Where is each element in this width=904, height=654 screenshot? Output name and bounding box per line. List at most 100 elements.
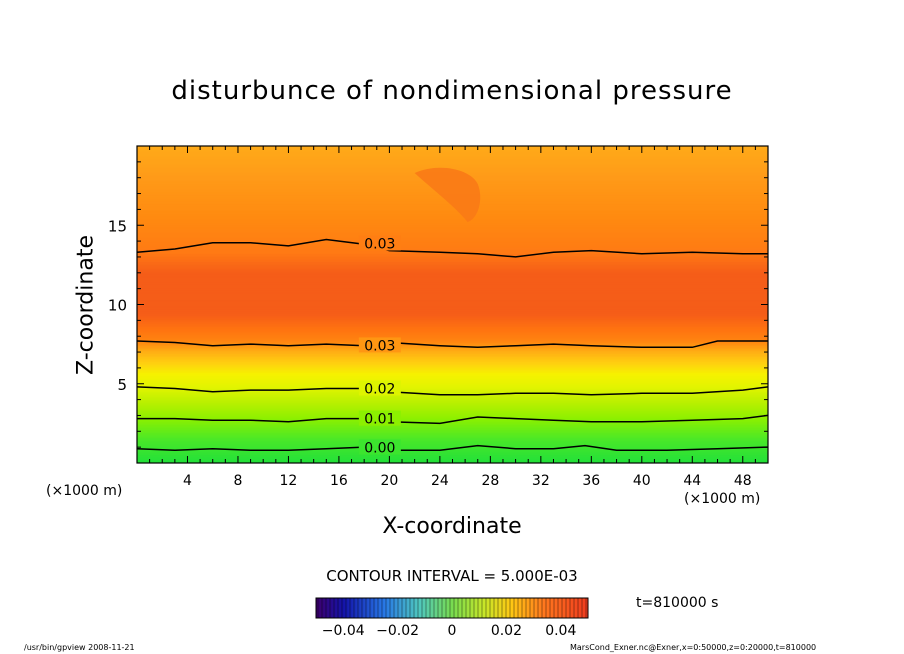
field-band [137, 207, 768, 210]
colorbar-cell [534, 598, 537, 618]
colorbar-tick-label: −0.04 [322, 623, 365, 639]
colorbar-cell [430, 598, 433, 618]
field-band [137, 410, 768, 413]
colorbar-cell [524, 598, 527, 618]
x-tick-label: 32 [532, 473, 550, 489]
colorbar-cell [580, 598, 583, 618]
colorbar-cell [354, 598, 357, 618]
field-band [137, 362, 768, 366]
field-band [137, 153, 768, 156]
colorbar-cell [448, 598, 451, 618]
field-band [137, 386, 768, 389]
field-band [137, 237, 768, 240]
field-band [137, 400, 768, 404]
colorbar-cell [372, 598, 375, 618]
colorbar-cell [442, 598, 445, 618]
field-band [137, 240, 768, 243]
colorbar-tick-label: 0 [448, 623, 457, 639]
colorbar-cell [510, 598, 513, 618]
colorbar-cell [374, 598, 377, 618]
colorbar-cell [330, 598, 333, 618]
colorbar-cell [578, 598, 581, 618]
field-band [137, 332, 768, 335]
colorbar-cell [370, 598, 373, 618]
field-band [137, 218, 768, 221]
field-band [137, 283, 768, 286]
colorbar-cell [494, 598, 497, 618]
field-band [137, 269, 768, 272]
colorbar-cell [316, 598, 319, 618]
field-band [137, 270, 768, 274]
colorbar-cell [438, 598, 441, 618]
colorbar-cell [338, 598, 341, 618]
field-band [137, 152, 768, 155]
field-band [137, 318, 768, 321]
colorbar-cell [408, 598, 411, 618]
colorbar-cell [400, 598, 403, 618]
field-band [137, 351, 768, 354]
colorbar-cell [424, 598, 427, 618]
contour-interval-note: CONTOUR INTERVAL = 5.000E-03 [326, 567, 578, 585]
field-band [137, 331, 768, 334]
colorbar-cell [342, 598, 345, 618]
field-band [137, 316, 768, 320]
field-band [137, 340, 768, 343]
field-band [137, 258, 768, 261]
field-band [137, 423, 768, 426]
colorbar-cell [518, 598, 521, 618]
contour-labels: 0.03 0.03 0.02 0.01 0.00 [358, 235, 401, 456]
colorbar-cell [416, 598, 419, 618]
field-band [137, 275, 768, 278]
colorbar-cell [554, 598, 557, 618]
field-band [137, 296, 768, 299]
contour-line [137, 386, 768, 396]
colorbar-cell [388, 598, 391, 618]
colorbar-cell [570, 598, 573, 618]
field-band [137, 381, 768, 385]
contour-label: 0.00 [364, 440, 395, 456]
colorbar-cell [520, 598, 523, 618]
field-band [137, 378, 768, 381]
field-band [137, 285, 768, 288]
field-band [137, 247, 768, 250]
colorbar-cell [428, 598, 431, 618]
colorbar-cell [552, 598, 555, 618]
colorbar-cell [502, 598, 505, 618]
colorbar-cell [456, 598, 459, 618]
colorbar-cell [352, 598, 355, 618]
colorbar-cell [466, 598, 469, 618]
colorbar-ticks: −0.04 −0.02 0 0.02 0.04 [322, 623, 577, 639]
field-band [137, 231, 768, 234]
colorbar-cell [548, 598, 551, 618]
contour-label: 0.01 [364, 412, 395, 428]
colorbar-cell [422, 598, 425, 618]
field-band [137, 326, 768, 329]
colorbar-cell [366, 598, 369, 618]
contour-line [137, 444, 768, 452]
field-band [137, 163, 768, 166]
field-band [137, 453, 768, 456]
footer-command: /usr/bin/gpview 2008-11-21 [24, 643, 135, 652]
colorbar-cell [538, 598, 541, 618]
field-band [137, 358, 768, 361]
field-band [137, 407, 768, 410]
colorbar-cell [450, 598, 453, 618]
field-band [137, 366, 768, 369]
colorbar-cell [380, 598, 383, 618]
colorbar-cell [386, 598, 389, 618]
colorbar-cell [584, 598, 587, 618]
field-band [137, 327, 768, 331]
field-band [137, 248, 768, 251]
field-band [137, 304, 768, 307]
field-band [137, 353, 768, 356]
colorbar-tick-label: 0.04 [545, 623, 576, 639]
x-tick-label: 28 [481, 473, 499, 489]
colorbar-cell [356, 598, 359, 618]
field-band [137, 418, 768, 421]
colorbar-cell [486, 598, 489, 618]
field-band [137, 373, 768, 377]
field-band [137, 434, 768, 437]
field-band [137, 156, 768, 159]
field-band [137, 359, 768, 362]
